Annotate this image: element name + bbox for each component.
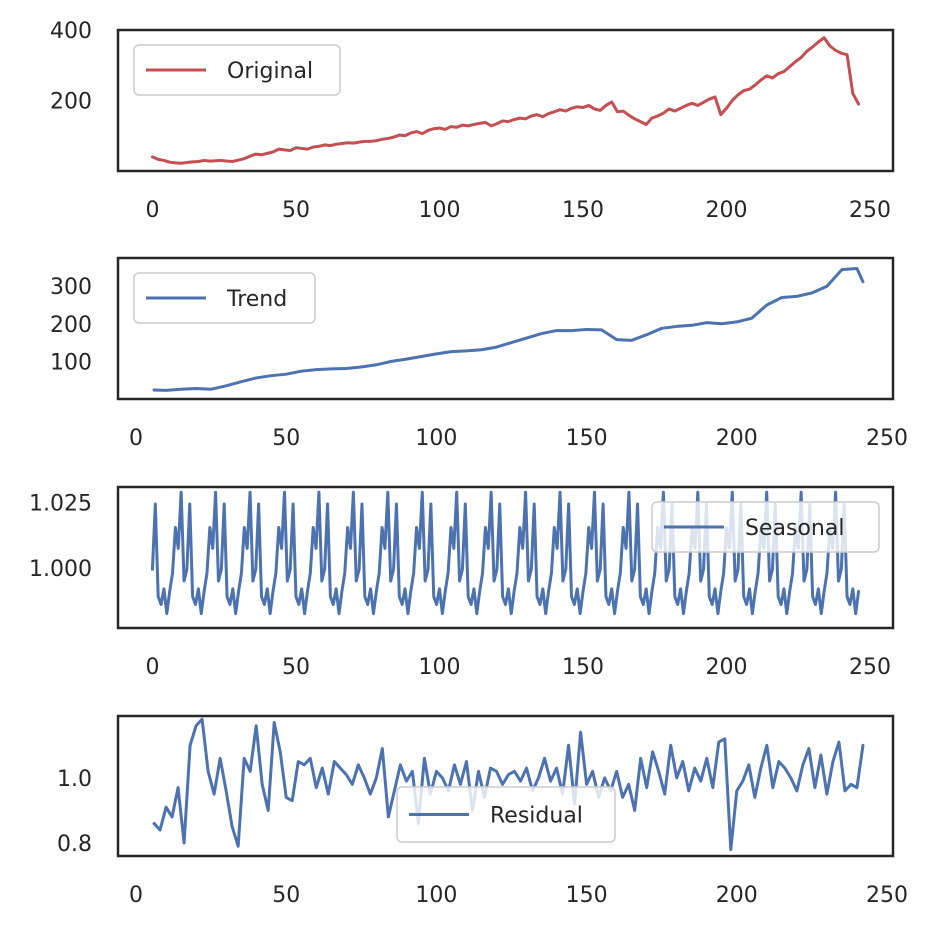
y-tick-label: 400 xyxy=(50,19,92,44)
legend-residual: Residual xyxy=(396,786,616,843)
panel-seasonal: 0 50 100 150 200 250 1.000 1.025 Seasonal xyxy=(29,485,895,680)
legend-box xyxy=(133,272,316,324)
x-tick-label: 50 xyxy=(282,198,310,223)
x-tick-label: 50 xyxy=(282,655,310,680)
x-tick-label: 0 xyxy=(129,883,143,908)
x-tick-label: 0 xyxy=(145,198,159,223)
x-tick-label: 100 xyxy=(415,426,457,451)
legend-label: Seasonal xyxy=(745,516,844,541)
legend-label: Original xyxy=(227,59,313,84)
panel-trend: 0 50 100 150 200 250 100 200 300 Trend xyxy=(50,256,908,451)
x-tick-label: 50 xyxy=(272,883,300,908)
x-tick-label: 250 xyxy=(866,883,908,908)
x-tick-label: 0 xyxy=(129,426,143,451)
axes-frame xyxy=(116,28,895,173)
legend-label: Trend xyxy=(226,287,287,312)
axes-frame xyxy=(116,256,895,401)
x-tick-label: 200 xyxy=(716,883,758,908)
y-tick-label: 200 xyxy=(50,313,92,338)
x-tick-label: 200 xyxy=(706,198,748,223)
legend-original: Original xyxy=(133,44,341,96)
x-tick-label: 100 xyxy=(418,655,460,680)
x-tick-label: 250 xyxy=(866,426,908,451)
y-tick-label: 100 xyxy=(50,350,92,375)
legend-seasonal: Seasonal xyxy=(651,501,880,553)
x-tick-label: 150 xyxy=(566,426,608,451)
legend-label: Residual xyxy=(490,804,583,829)
x-tick-label: 250 xyxy=(849,198,891,223)
y-tick-label: 1.025 xyxy=(29,492,92,517)
axes-frame xyxy=(116,714,895,858)
series-line-trend xyxy=(152,267,865,392)
panel-original: 0 50 100 150 200 250 200 400 Original xyxy=(50,19,895,223)
x-tick-label: 250 xyxy=(849,655,891,680)
x-tick-label: 200 xyxy=(706,655,748,680)
x-tick-label: 100 xyxy=(418,198,460,223)
x-tick-label: 150 xyxy=(562,655,604,680)
axes-frame xyxy=(116,485,895,630)
x-tick-label: 0 xyxy=(145,655,159,680)
panel-residual: 0 50 100 150 200 250 0.8 1.0 Residual xyxy=(57,714,908,908)
y-tick-label: 200 xyxy=(50,90,92,115)
x-tick-label: 100 xyxy=(415,883,457,908)
x-tick-label: 50 xyxy=(272,426,300,451)
series-line-original xyxy=(150,36,861,165)
series-line-residual xyxy=(152,717,865,851)
y-tick-label: 1.000 xyxy=(29,557,92,582)
x-tick-label: 150 xyxy=(562,198,604,223)
legend-trend: Trend xyxy=(133,272,316,324)
x-tick-label: 200 xyxy=(716,426,758,451)
legend-box xyxy=(396,786,616,843)
y-tick-label: 1.0 xyxy=(57,767,92,792)
legend-box xyxy=(651,501,880,553)
legend-box xyxy=(133,44,341,96)
x-tick-label: 150 xyxy=(566,883,608,908)
y-tick-label: 300 xyxy=(50,275,92,300)
y-tick-label: 0.8 xyxy=(57,832,92,857)
